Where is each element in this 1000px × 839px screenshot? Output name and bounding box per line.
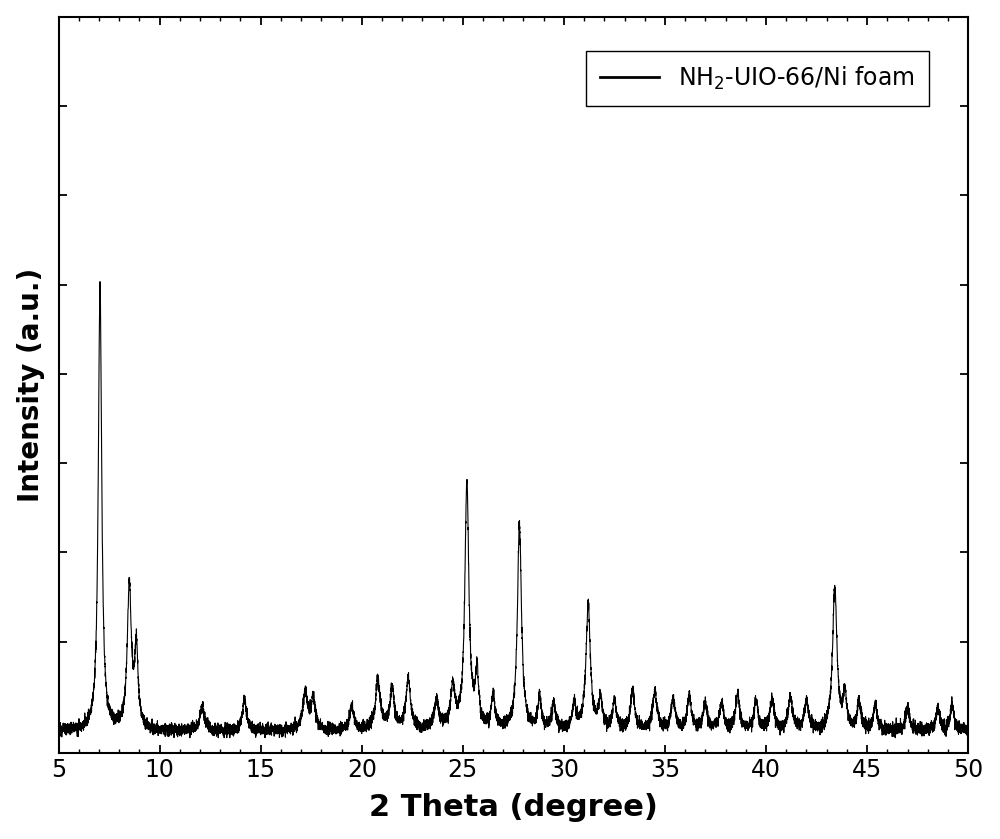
- Y-axis label: Intensity (a.u.): Intensity (a.u.): [17, 268, 45, 502]
- X-axis label: 2 Theta (degree): 2 Theta (degree): [369, 794, 658, 822]
- Legend: $\mathrm{NH_2}$-UIO-66/Ni foam: $\mathrm{NH_2}$-UIO-66/Ni foam: [586, 50, 929, 106]
